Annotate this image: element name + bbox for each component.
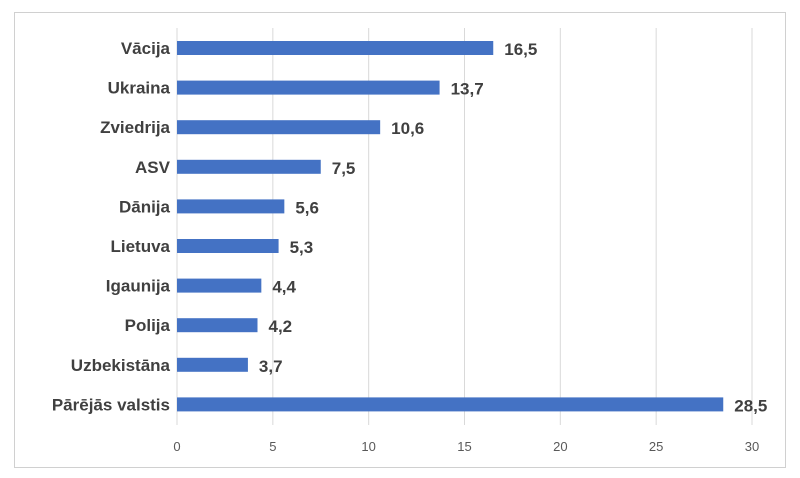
x-tick-label: 5 bbox=[269, 439, 276, 454]
bar bbox=[177, 80, 440, 95]
data-label: 4,2 bbox=[269, 317, 293, 336]
x-tick-label: 10 bbox=[361, 439, 375, 454]
x-tick-label: 25 bbox=[649, 439, 663, 454]
bar bbox=[177, 41, 494, 55]
category-label: Igaunija bbox=[106, 277, 171, 296]
category-label: Zviedrija bbox=[100, 118, 170, 137]
bar bbox=[177, 239, 279, 253]
x-tick-label: 30 bbox=[745, 439, 759, 454]
category-label: Dānija bbox=[119, 197, 171, 216]
x-tick-label: 20 bbox=[553, 439, 567, 454]
data-label: 13,7 bbox=[451, 80, 484, 99]
bar bbox=[177, 318, 258, 333]
data-label: 28,5 bbox=[734, 396, 767, 415]
category-label: Polija bbox=[125, 316, 171, 335]
data-label: 7,5 bbox=[332, 159, 356, 178]
bars bbox=[177, 41, 724, 412]
bar bbox=[177, 120, 381, 135]
bar bbox=[177, 199, 285, 214]
category-label: Uzbekistāna bbox=[71, 356, 171, 375]
category-labels: Vācija Ukraina Zviedrija ASV Dānija Lietuva Ig… bbox=[52, 39, 171, 414]
x-tick-label: 0 bbox=[173, 439, 180, 454]
category-label: ASV bbox=[135, 158, 171, 177]
bar bbox=[177, 278, 262, 293]
data-label: 5,6 bbox=[295, 198, 319, 217]
data-label: 10,6 bbox=[391, 119, 424, 138]
data-label: 5,3 bbox=[290, 238, 314, 257]
bar bbox=[177, 159, 321, 174]
data-label: 4,4 bbox=[272, 278, 296, 297]
category-label: Lietuva bbox=[110, 237, 170, 256]
category-label: Ukraina bbox=[108, 79, 171, 98]
category-label: Pārējās valstis bbox=[52, 395, 170, 414]
x-tick-label: 15 bbox=[457, 439, 471, 454]
bar bbox=[177, 357, 248, 372]
bar bbox=[177, 397, 724, 412]
data-label: 3,7 bbox=[259, 357, 283, 376]
category-label: Vācija bbox=[121, 39, 171, 58]
value-labels: 16,5 13,7 10,6 7,5 5,6 5,3 4,4 4,2 3,7 28,5 bbox=[259, 40, 767, 415]
x-axis-ticks: 0 5 10 15 20 25 30 bbox=[173, 439, 759, 454]
data-label: 16,5 bbox=[504, 40, 537, 59]
